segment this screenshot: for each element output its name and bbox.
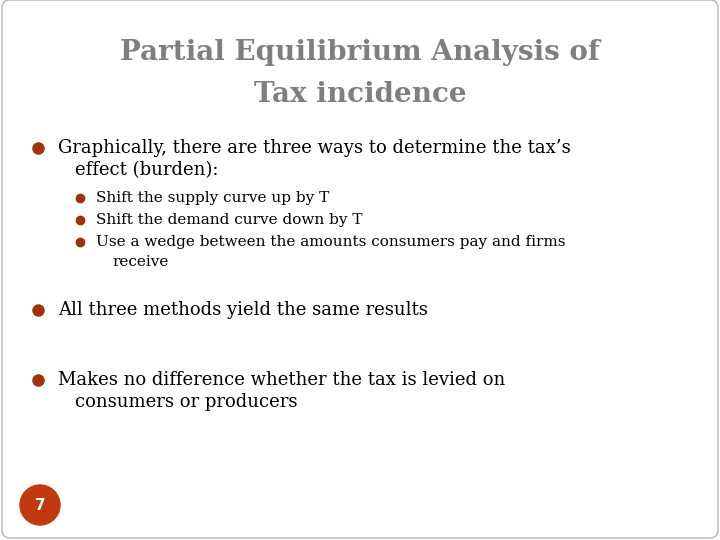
Text: consumers or producers: consumers or producers	[75, 393, 297, 411]
Text: effect (burden):: effect (burden):	[75, 161, 218, 179]
Text: Shift the demand curve down by T: Shift the demand curve down by T	[96, 213, 362, 227]
Text: Partial Equilibrium Analysis of: Partial Equilibrium Analysis of	[120, 38, 600, 65]
Text: Shift the supply curve up by T: Shift the supply curve up by T	[96, 191, 329, 205]
Text: Tax incidence: Tax incidence	[253, 82, 467, 109]
Text: All three methods yield the same results: All three methods yield the same results	[58, 301, 428, 319]
Text: Use a wedge between the amounts consumers pay and firms: Use a wedge between the amounts consumer…	[96, 235, 565, 249]
Text: Makes no difference whether the tax is levied on: Makes no difference whether the tax is l…	[58, 371, 505, 389]
Text: Graphically, there are three ways to determine the tax’s: Graphically, there are three ways to det…	[58, 139, 571, 157]
Text: receive: receive	[112, 255, 168, 269]
Circle shape	[20, 485, 60, 525]
Text: 7: 7	[35, 497, 45, 512]
